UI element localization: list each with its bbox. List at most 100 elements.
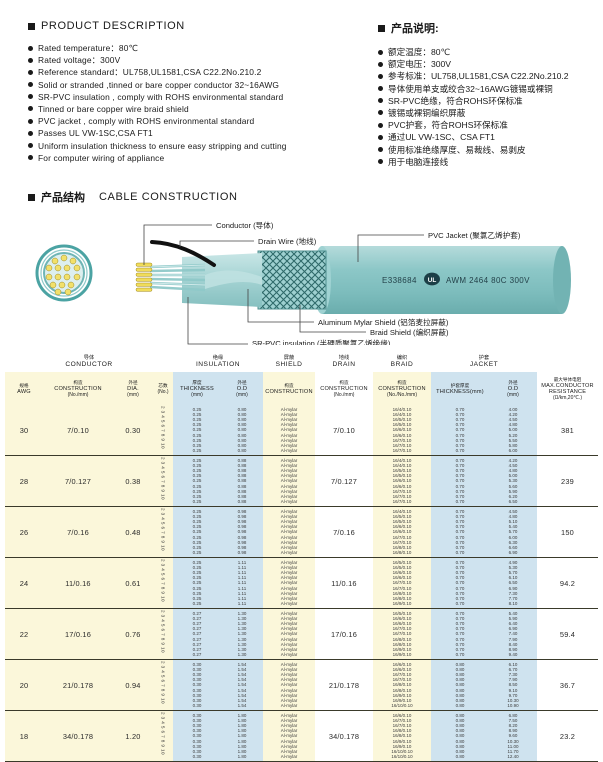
list-item: 参考标准：UL758,UL1581,CSA C22.2No.210.2 bbox=[378, 71, 603, 81]
table-row: 24 11/0.16 0.61 2 3 4 5 6 7 8 9 10 0.25 0.25 0… bbox=[5, 557, 598, 609]
cable-specification-table: 导体 CONDUCTOR 绝缘 INSULATION 屏蔽 SHIELD 地线 … bbox=[5, 351, 598, 762]
cell-braid-construction: 16/5/0.10 16/6/0.10 16/6/0.10 16/7/0.10 16/7… bbox=[373, 608, 431, 660]
cell-drain-construction: 7/0.16 bbox=[315, 506, 373, 558]
col-max-resistance: 最大导体电阻 MAX.CONDUCTOR RESISTANCE (Ω/km,20… bbox=[537, 372, 598, 405]
group-spacer bbox=[537, 351, 598, 372]
list-item: 导体使用单支或绞合32~16AWG镀锡或裸铜 bbox=[378, 84, 603, 94]
cell-max-resistance: 94.2 bbox=[537, 557, 598, 609]
cell-drain-construction: 17/0.16 bbox=[315, 608, 373, 660]
core-count-list: 2 3 4 5 6 7 8 9 10 bbox=[160, 610, 166, 653]
list-item: 使用标准绝缘厚度、易裁线、易剥皮 bbox=[378, 145, 603, 155]
core-count-list: 2 3 4 5 6 7 8 9 10 bbox=[160, 712, 166, 755]
round-bullet-icon bbox=[378, 86, 383, 92]
cell-jacket-od: 4.90 5.30 5.70 6.10 6.50 6.90 7.30 7.70 8.10 bbox=[489, 557, 537, 609]
list-item: Reference standard：UL758,UL1581,CSA C22.… bbox=[28, 67, 368, 77]
shield-values: Al-mylar Al-mylar Al-mylar Al-mylar Al-mylar… bbox=[280, 509, 298, 555]
cell-conductor-construction: 34/0.178 bbox=[43, 710, 113, 762]
cell-awg: 28 bbox=[5, 455, 43, 507]
bullet-text: 额定电压：300V bbox=[388, 59, 452, 70]
braid-values: 16/6/0.10 16/7/0.10 16/7/0.10 16/8/0.10 16/8… bbox=[391, 713, 413, 759]
group-drain: 地线 DRAIN bbox=[315, 351, 373, 372]
cell-braid-construction: 16/4/0.10 16/4/0.10 16/5/0.10 16/5/0.10 16/6… bbox=[373, 455, 431, 507]
jacket-od-values: 6.80 7.50 8.20 8.90 9.60 10.30 11.00 11.70 12.40 bbox=[507, 713, 519, 759]
table-row: 22 17/0.16 0.76 2 3 4 5 6 7 8 9 10 0.27 0.27 0… bbox=[5, 608, 598, 660]
round-bullet-icon bbox=[28, 130, 33, 136]
group-shield-cn: 屏蔽 bbox=[283, 354, 295, 361]
insulation-od-values: 1.11 1.11 1.11 1.11 1.11 1.11 1.11 1.11 1.11 bbox=[237, 560, 247, 606]
group-conductor-en: CONDUCTOR bbox=[65, 360, 113, 368]
cell-drain-construction: 11/0.16 bbox=[315, 557, 373, 609]
jacket-thickness-values: 0.70 0.70 0.70 0.70 0.70 0.70 0.70 0.70 0.70 bbox=[455, 458, 465, 504]
braid-values: 16/4/0.10 16/5/0.10 16/5/0.10 16/6/0.10 16/6… bbox=[392, 509, 412, 555]
cell-jacket-thickness: 0.70 0.70 0.70 0.70 0.70 0.70 0.70 0.70 0.70 bbox=[431, 557, 489, 609]
cell-shield-construction: Al-mylar Al-mylar Al-mylar Al-mylar Al-mylar… bbox=[263, 557, 315, 609]
chinese-heading: 产品说明: bbox=[378, 20, 603, 36]
shield-values: Al-mylar Al-mylar Al-mylar Al-mylar Al-mylar… bbox=[280, 713, 298, 759]
cell-drain-construction: 7/0.127 bbox=[315, 455, 373, 507]
cell-conductor-construction: 17/0.16 bbox=[43, 608, 113, 660]
round-bullet-icon bbox=[28, 94, 33, 100]
col-insulation-thickness: 厚度 THICKNESS (mm) bbox=[173, 372, 221, 405]
jacket-od-values: 5.40 5.90 6.40 6.90 7.40 7.90 8.40 8.90 9.40 bbox=[508, 611, 518, 657]
label-pvc-jacket: PVC Jacket (聚氯乙烯护套) bbox=[428, 230, 521, 240]
list-item: 镀锡或裸铜编织屏蔽 bbox=[378, 108, 603, 118]
bullet-text: Tinned or bare copper wire braid shield bbox=[38, 103, 189, 114]
cell-conductor-dia: 0.30 bbox=[113, 405, 153, 456]
bullet-text: Rated voltage：300V bbox=[38, 55, 121, 66]
insulation-thickness-values: 0.30 0.30 0.30 0.30 0.30 0.30 0.30 0.30 0.30 bbox=[192, 713, 202, 759]
cable-construction-heading: 产品结构 CABLE CONSTRUCTION bbox=[28, 189, 238, 205]
bullet-text: Solid or stranded ,tinned or bare copper… bbox=[38, 79, 280, 90]
cell-insulation-od: 1.80 1.80 1.80 1.80 1.80 1.80 1.80 1.80 1.80 bbox=[221, 710, 263, 762]
cell-jacket-thickness: 0.70 0.70 0.70 0.70 0.70 0.70 0.70 0.70 0.70 bbox=[431, 455, 489, 507]
ul-mark-icon: UL bbox=[424, 272, 440, 286]
table-row: 20 21/0.178 0.94 2 3 4 5 6 7 8 9 10 0.30 0.30… bbox=[5, 659, 598, 711]
list-item: PVC jacket , comply with ROHS environmen… bbox=[28, 116, 368, 126]
cell-braid-construction: 16/4/0.10 16/5/0.10 16/5/0.10 16/6/0.10 16/6… bbox=[373, 506, 431, 558]
cell-core-count: 2 3 4 5 6 7 8 9 10 bbox=[153, 455, 173, 507]
round-bullet-icon bbox=[378, 73, 383, 79]
insulation-thickness-values: 0.25 0.25 0.25 0.25 0.25 0.25 0.25 0.25 0.25 bbox=[192, 407, 202, 453]
english-heading: PRODUCT DESCRIPTION bbox=[28, 20, 368, 32]
datasheet-page: PRODUCT DESCRIPTION Rated temperature：80… bbox=[5, 20, 603, 762]
cell-jacket-od: 6.10 6.70 7.30 7.90 8.50 9.10 9.70 10.30 10.90 bbox=[489, 659, 537, 711]
cell-jacket-thickness: 0.80 0.80 0.80 0.80 0.80 0.80 0.80 0.80 0.80 bbox=[431, 710, 489, 762]
group-conductor: 导体 CONDUCTOR bbox=[5, 351, 173, 372]
list-item: SR-PVC insulation , comply with ROHS env… bbox=[28, 92, 368, 102]
english-bullet-list: Rated temperature：80℃ Rated voltage：300V… bbox=[28, 43, 368, 163]
cell-shield-construction: Al-mylar Al-mylar Al-mylar Al-mylar Al-mylar… bbox=[263, 659, 315, 711]
col-shield-construction: 构造 CONSTRUCTION bbox=[263, 372, 315, 405]
description-column-chinese: 产品说明: 额定温度：80℃ 额定电压：300V 参考标准：UL758,UL15… bbox=[378, 20, 603, 169]
table-body: 30 7/0.10 0.30 2 3 4 5 6 7 8 9 10 0.25 0.25 0.… bbox=[5, 405, 598, 762]
insulation-od-values: 1.80 1.80 1.80 1.80 1.80 1.80 1.80 1.80 1.80 bbox=[237, 713, 247, 759]
list-item: Passes UL VW-1SC,CSA FT1 bbox=[28, 128, 368, 138]
table-row: 28 7/0.127 0.38 2 3 4 5 6 7 8 9 10 0.25 0.25 0… bbox=[5, 455, 598, 507]
list-item: Tinned or bare copper wire braid shield bbox=[28, 104, 368, 114]
round-bullet-icon bbox=[378, 49, 383, 55]
shield-values: Al-mylar Al-mylar Al-mylar Al-mylar Al-mylar… bbox=[280, 458, 298, 504]
col-drain-construction: 构造 CONSTRUCTION (No./mm) bbox=[315, 372, 373, 405]
round-bullet-icon bbox=[378, 122, 383, 128]
round-bullet-icon bbox=[378, 98, 383, 104]
insulation-od-values: 0.88 0.88 0.88 0.88 0.88 0.88 0.88 0.88 0.88 bbox=[237, 458, 247, 504]
square-bullet-icon bbox=[28, 22, 35, 30]
braid-values: 16/5/0.10 16/5/0.10 16/6/0.10 16/6/0.10 16/7… bbox=[392, 560, 412, 606]
group-insulation-en: INSULATION bbox=[195, 360, 241, 368]
jacket-thickness-values: 0.70 0.70 0.70 0.70 0.70 0.70 0.70 0.70 0.70 bbox=[455, 611, 465, 657]
round-bullet-icon bbox=[378, 147, 383, 152]
cell-conductor-construction: 7/0.127 bbox=[43, 455, 113, 507]
table-column-header-row: 规格 AWG 构造 CONSTRUCTION (No./mm) 外径 DIA. … bbox=[5, 372, 598, 405]
cell-core-count: 2 3 4 5 6 7 8 9 10 bbox=[153, 557, 173, 609]
list-item: Uniform insulation thickness to ensure e… bbox=[28, 141, 368, 151]
cell-awg: 24 bbox=[5, 557, 43, 609]
list-item: 额定温度：80℃ bbox=[378, 47, 603, 57]
bullet-text: 参考标准：UL758,UL1581,CSA C22.2No.210.2 bbox=[388, 71, 569, 82]
insulation-thickness-values: 0.27 0.27 0.27 0.27 0.27 0.27 0.27 0.27 0.27 bbox=[192, 611, 202, 657]
jacket-od-values: 4.20 4.50 4.80 5.00 5.30 5.60 5.90 6.20 6.50 bbox=[508, 458, 518, 504]
core-count-list: 2 3 4 5 6 7 8 9 10 bbox=[160, 457, 166, 500]
jacket-thickness-values: 0.70 0.70 0.70 0.70 0.70 0.70 0.70 0.70 0.70 bbox=[455, 509, 465, 555]
chinese-bullet-list: 额定温度：80℃ 额定电压：300V 参考标准：UL758,UL1581,CSA… bbox=[378, 47, 603, 167]
round-bullet-icon bbox=[28, 45, 33, 51]
cell-shield-construction: Al-mylar Al-mylar Al-mylar Al-mylar Al-mylar… bbox=[263, 608, 315, 660]
jacket-thickness-values: 0.80 0.80 0.80 0.80 0.80 0.80 0.80 0.80 0.80 bbox=[455, 713, 465, 759]
label-drain-wire: Drain Wire (地线) bbox=[258, 236, 317, 246]
